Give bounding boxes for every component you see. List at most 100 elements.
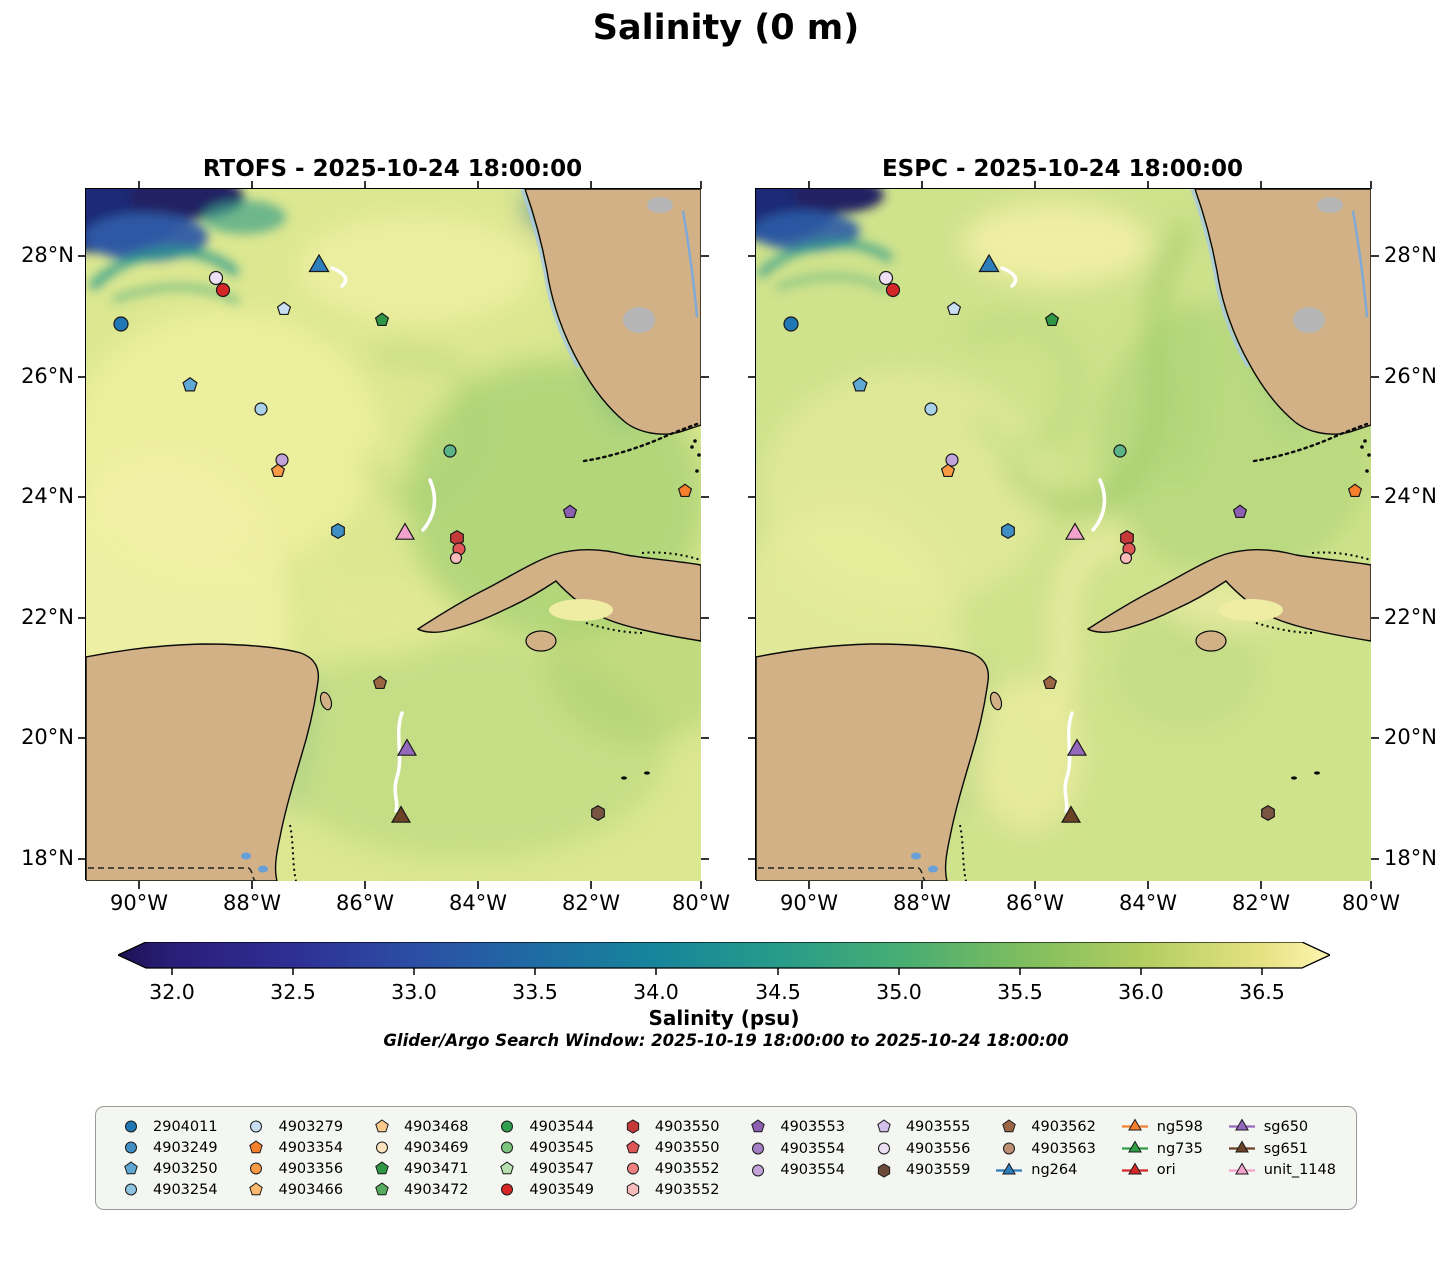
map-marker-sg650 — [1066, 738, 1088, 756]
legend-item-4903563: 4903563 — [994, 1138, 1096, 1160]
float-marker-swatch — [1003, 1142, 1016, 1155]
glider-track — [393, 711, 404, 813]
map-marker-argo — [591, 805, 605, 821]
y-axis-tick-label: 18°N — [21, 846, 74, 870]
float-marker-swatch — [249, 1140, 264, 1154]
legend-label: 4903471 — [403, 1160, 469, 1177]
map-marker-sg650 — [396, 738, 418, 756]
x-axis-tick-label: 80°W — [1342, 891, 1400, 915]
map-marker-unit_1148 — [394, 522, 416, 540]
legend-label: 4903250 — [153, 1160, 218, 1177]
glider-line-marker-swatch — [1121, 1140, 1148, 1153]
glider-track — [421, 478, 437, 532]
float-marker-swatch — [250, 1120, 263, 1133]
float-marker-swatch — [626, 1119, 640, 1134]
legend-label: 4903356 — [278, 1160, 344, 1177]
x-axis-tick-label: 86°W — [1006, 891, 1064, 915]
legend-label: sg650 — [1263, 1118, 1309, 1135]
x-axis-tick-label: 88°W — [223, 891, 281, 915]
legend-item-4903466: 4903466 — [241, 1179, 343, 1200]
legend-column: 2904011 4903249 4903250 4903254 — [116, 1116, 218, 1200]
map-marker-sg651 — [390, 805, 412, 823]
float-marker-swatch — [375, 1141, 388, 1154]
map-marker-argo — [208, 270, 224, 286]
glider-line-marker-swatch — [996, 1162, 1023, 1175]
legend-item-4903250: 4903250 — [116, 1158, 218, 1179]
x-axis-tick-label: 90°W — [780, 891, 838, 915]
legend-column: 4903553 4903554 4903554 — [743, 1116, 845, 1200]
land-layer — [86, 189, 701, 881]
glider-track — [330, 266, 348, 288]
legend-column: 4903468 4903469 4903471 4903472 — [367, 1116, 469, 1200]
colorbar-tick-label: 33.5 — [512, 980, 558, 1004]
legend-item-4903553: 4903553 — [743, 1116, 845, 1138]
legend-label: 4903547 — [529, 1160, 594, 1177]
y-axis-tick-label: 20°N — [1384, 725, 1437, 749]
legend-label: ori — [1156, 1162, 1176, 1179]
legend-label: 4903545 — [529, 1139, 594, 1156]
float-marker-swatch — [501, 1141, 514, 1154]
legend-item-4903469: 4903469 — [367, 1137, 469, 1158]
map-rtofs: 28°N 26°N 24°N 22°N 20°N 18°N 90°W 88°W 86°W 84°W… — [21, 181, 730, 915]
map-marker-argo — [1261, 805, 1275, 821]
y-axis-tick-label: 28°N — [21, 243, 74, 267]
map-marker-ng264 — [978, 253, 1000, 273]
y-axis-tick-label: 18°N — [1384, 846, 1437, 870]
legend-label: 4903550 — [654, 1139, 720, 1156]
glider-line-marker-swatch — [1121, 1162, 1148, 1175]
legend-label: 4903279 — [278, 1118, 344, 1135]
legend-item-4903279: 4903279 — [241, 1116, 343, 1137]
colorbar-tick-label: 35.5 — [997, 980, 1043, 1004]
colorbar-tick-label: 32.0 — [149, 980, 195, 1004]
x-axis-tick-label: 84°W — [1119, 891, 1177, 915]
map-marker-argo — [878, 270, 894, 286]
float-marker-swatch — [125, 1120, 137, 1133]
legend-item-ng735: ng735 — [1120, 1138, 1203, 1160]
map-marker-sg651 — [1060, 805, 1082, 823]
legend-column: ng598 ng735 ori — [1120, 1116, 1203, 1200]
legend-label: 4903563 — [1031, 1140, 1096, 1157]
legend-label: 4903472 — [403, 1181, 469, 1198]
legend-label: 4903556 — [905, 1140, 971, 1157]
glider-line-marker-swatch — [1228, 1162, 1255, 1175]
float-marker-swatch — [375, 1182, 389, 1196]
colorbar-tick-label: 33.0 — [391, 980, 437, 1004]
x-axis-tick-label: 82°W — [562, 891, 620, 915]
legend-label: 4903554 — [780, 1162, 845, 1179]
colorbar-tick-label: 34.0 — [633, 980, 679, 1004]
legend-item-4903249: 4903249 — [116, 1137, 218, 1158]
panel-title-rtofs: RTOFS - 2025-10-24 18:00:00 — [202, 156, 583, 182]
map-field-espc — [756, 189, 1371, 881]
colorbar-tick-label: 36.5 — [1239, 980, 1285, 1004]
legend-item-4903254: 4903254 — [116, 1179, 218, 1200]
legend-item-4903544: 4903544 — [492, 1116, 594, 1137]
float-marker-swatch — [626, 1182, 640, 1197]
legend-item-4903550: 4903550 — [618, 1137, 720, 1158]
legend-label: 4903254 — [153, 1181, 218, 1198]
legend-label: 4903466 — [278, 1181, 344, 1198]
map-marker-argo — [562, 504, 578, 519]
legend-label: ng735 — [1156, 1140, 1203, 1157]
y-axis-tick-label: 24°N — [1384, 484, 1437, 508]
colorbar-title: Salinity (psu) — [648, 1006, 800, 1030]
glider-line-marker-swatch — [1121, 1118, 1148, 1131]
legend-item-ng598: ng598 — [1120, 1116, 1203, 1138]
map-markers-espc — [783, 253, 1363, 823]
y-axis-tick-label: 20°N — [21, 725, 74, 749]
legend-label: 4903249 — [153, 1139, 218, 1156]
float-marker-swatch — [752, 1164, 765, 1177]
map-marker-argo — [946, 301, 962, 316]
x-axis-tick-label: 84°W — [449, 891, 507, 915]
x-axis-tick-label: 80°W — [672, 891, 730, 915]
float-marker-swatch — [375, 1161, 389, 1175]
legend-item-sg651: sg651 — [1227, 1138, 1336, 1160]
land-layer — [756, 189, 1371, 881]
legend-item-4903547: 4903547 — [492, 1158, 594, 1179]
map-marker-argo — [1001, 523, 1015, 539]
legend-label: 4903469 — [403, 1139, 469, 1156]
x-axis-tick-label: 90°W — [110, 891, 168, 915]
x-axis-tick-label: 86°W — [336, 891, 394, 915]
float-marker-swatch — [626, 1162, 639, 1175]
map-marker-argo — [113, 316, 129, 332]
legend-label: unit_1148 — [1263, 1162, 1336, 1179]
